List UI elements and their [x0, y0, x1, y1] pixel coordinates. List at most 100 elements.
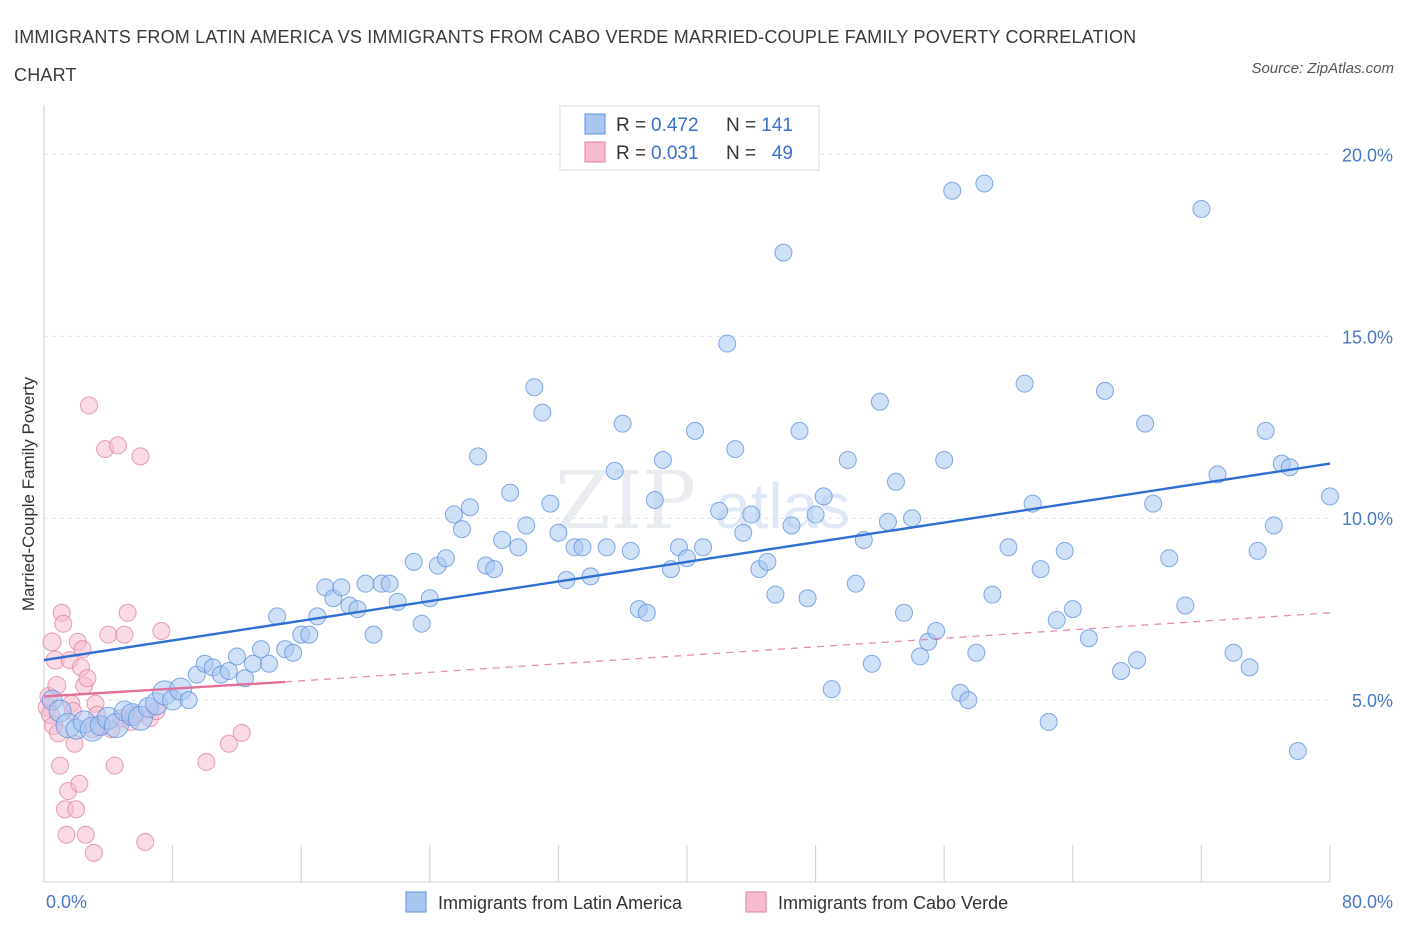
y-tick-label-3: 20.0% — [1342, 145, 1393, 165]
legend-r-label-1: R = — [616, 143, 646, 164]
latin-america-point-51 — [460, 498, 479, 517]
latin-america-point-62 — [549, 523, 568, 542]
bottom-legend-label-1: Immigrants from Cabo Verde — [778, 893, 1008, 913]
y-tick-label-0: 5.0% — [1352, 691, 1393, 711]
latin-america-point-45 — [412, 614, 431, 633]
chart-title: IMMIGRANTS FROM LATIN AMERICA VS IMMIGRA… — [14, 27, 1137, 85]
latin-america-point-49 — [444, 505, 463, 524]
latin-america-point-125 — [1128, 651, 1147, 670]
latin-america-point-133 — [1240, 658, 1259, 677]
latin-america-point-42 — [380, 574, 399, 593]
latin-america-point-98 — [862, 654, 881, 673]
legend-n-label-0: N = — [726, 115, 756, 136]
latin-america-point-131 — [1208, 465, 1227, 484]
latin-america-point-59 — [525, 378, 544, 397]
latin-america-point-69 — [613, 414, 632, 433]
latin-america-point-120 — [1055, 541, 1074, 560]
latin-america-point-129 — [1176, 596, 1195, 615]
latin-america-point-77 — [678, 549, 696, 568]
cabo-verde-trend-extension — [285, 612, 1331, 683]
cabo-verde-trend-line — [43, 680, 286, 698]
latin-america-point-50 — [452, 520, 471, 539]
latin-america-point-135 — [1256, 421, 1275, 440]
latin-america-point-104 — [911, 647, 930, 666]
legend-n-label-1: N = — [726, 143, 756, 164]
legend-swatch-blue — [584, 113, 606, 135]
latin-america-point-81 — [718, 334, 737, 353]
cabo-verde-point-10 — [54, 614, 73, 633]
cabo-verde-point-47 — [197, 752, 216, 771]
latin-america-point-24 — [235, 669, 254, 688]
latin-america-point-22 — [219, 661, 238, 680]
cabo-verde-point-28 — [84, 843, 103, 862]
tick-labels: 5.0% 10.0% 15.0% 20.0% 0.0% 80.0% — [46, 145, 1393, 912]
latin-america-point-87 — [766, 585, 785, 604]
y-axis-label: Married-Couple Family Poverty — [19, 376, 38, 611]
latin-america-point-26 — [252, 640, 271, 659]
latin-america-point-110 — [959, 691, 978, 710]
cabo-verde-point-42 — [131, 447, 150, 466]
cabo-verde-point-3 — [42, 632, 62, 652]
latin-america-point-118 — [1039, 712, 1058, 731]
latin-america-point-57 — [509, 538, 528, 557]
latin-america-point-23 — [227, 647, 246, 666]
latin-america-point-65 — [573, 538, 592, 557]
latin-america-point-83 — [734, 523, 753, 542]
latin-america-point-84 — [742, 505, 761, 524]
cabo-verde-point-36 — [108, 436, 127, 455]
latin-america-point-86 — [758, 552, 777, 571]
latin-america-point-55 — [493, 531, 512, 550]
cabo-verde-point-48 — [219, 734, 238, 753]
latin-america-point-99 — [870, 392, 889, 411]
cabo-verde-point-20 — [70, 774, 89, 793]
cabo-verde-point-49 — [232, 723, 251, 742]
latin-america-point-54 — [485, 560, 504, 579]
x-tick-label-0: 0.0% — [46, 892, 87, 912]
latin-america-point-115 — [1015, 374, 1034, 393]
bottom-legend-swatch-0 — [405, 891, 427, 913]
cabo-verde-point-12 — [57, 825, 76, 844]
legend-r-value-0: 0.472 — [651, 115, 699, 136]
latin-america-point-73 — [645, 491, 664, 509]
y-tick-label-1: 10.0% — [1342, 509, 1393, 529]
cabo-verde-point-26 — [80, 396, 99, 415]
cabo-verde-point-25 — [78, 669, 97, 688]
cabo-verde-point-24 — [76, 825, 95, 844]
latin-america-point-132 — [1224, 643, 1243, 662]
cabo-verde-point-46 — [152, 621, 171, 640]
latin-america-point-80 — [710, 501, 729, 520]
latin-america-point-117 — [1031, 560, 1050, 579]
legend-n-value-1: 49 — [772, 143, 793, 164]
latin-america-point-46 — [420, 589, 439, 608]
cabo-verde-point-43 — [136, 832, 155, 851]
cabo-verde-point-39 — [118, 603, 137, 622]
source-note: Source: ZipAtlas.com — [1251, 60, 1394, 77]
latin-america-point-56 — [501, 483, 520, 502]
latin-america-point-74 — [653, 450, 672, 469]
latin-america-point-111 — [967, 643, 986, 662]
latin-america-point-68 — [605, 461, 624, 480]
latin-america-point-108 — [943, 181, 962, 200]
latin-america-point-100 — [878, 512, 897, 531]
latin-america-trend-line — [43, 462, 1331, 662]
watermark-zip: ZIP — [555, 454, 696, 547]
axes — [43, 105, 1331, 883]
legend-n-value-0: 141 — [761, 115, 793, 136]
latin-america-point-89 — [782, 516, 801, 535]
latin-america-point-136 — [1264, 516, 1283, 535]
latin-america-point-78 — [686, 421, 705, 440]
latin-america-point-140 — [1321, 487, 1339, 506]
latin-america-point-79 — [694, 538, 713, 557]
latin-america-point-119 — [1047, 611, 1066, 630]
latin-america-point-70 — [621, 541, 640, 560]
latin-america-point-30 — [284, 643, 303, 662]
latin-america-point-60 — [533, 403, 552, 422]
latin-america-point-106 — [927, 621, 946, 640]
latin-america-point-101 — [886, 472, 905, 491]
latin-america-point-38 — [348, 600, 367, 619]
latin-america-point-44 — [404, 552, 423, 571]
legend-swatch-pink — [584, 141, 606, 163]
latin-america-point-58 — [517, 516, 536, 535]
latin-america-point-67 — [597, 538, 616, 557]
